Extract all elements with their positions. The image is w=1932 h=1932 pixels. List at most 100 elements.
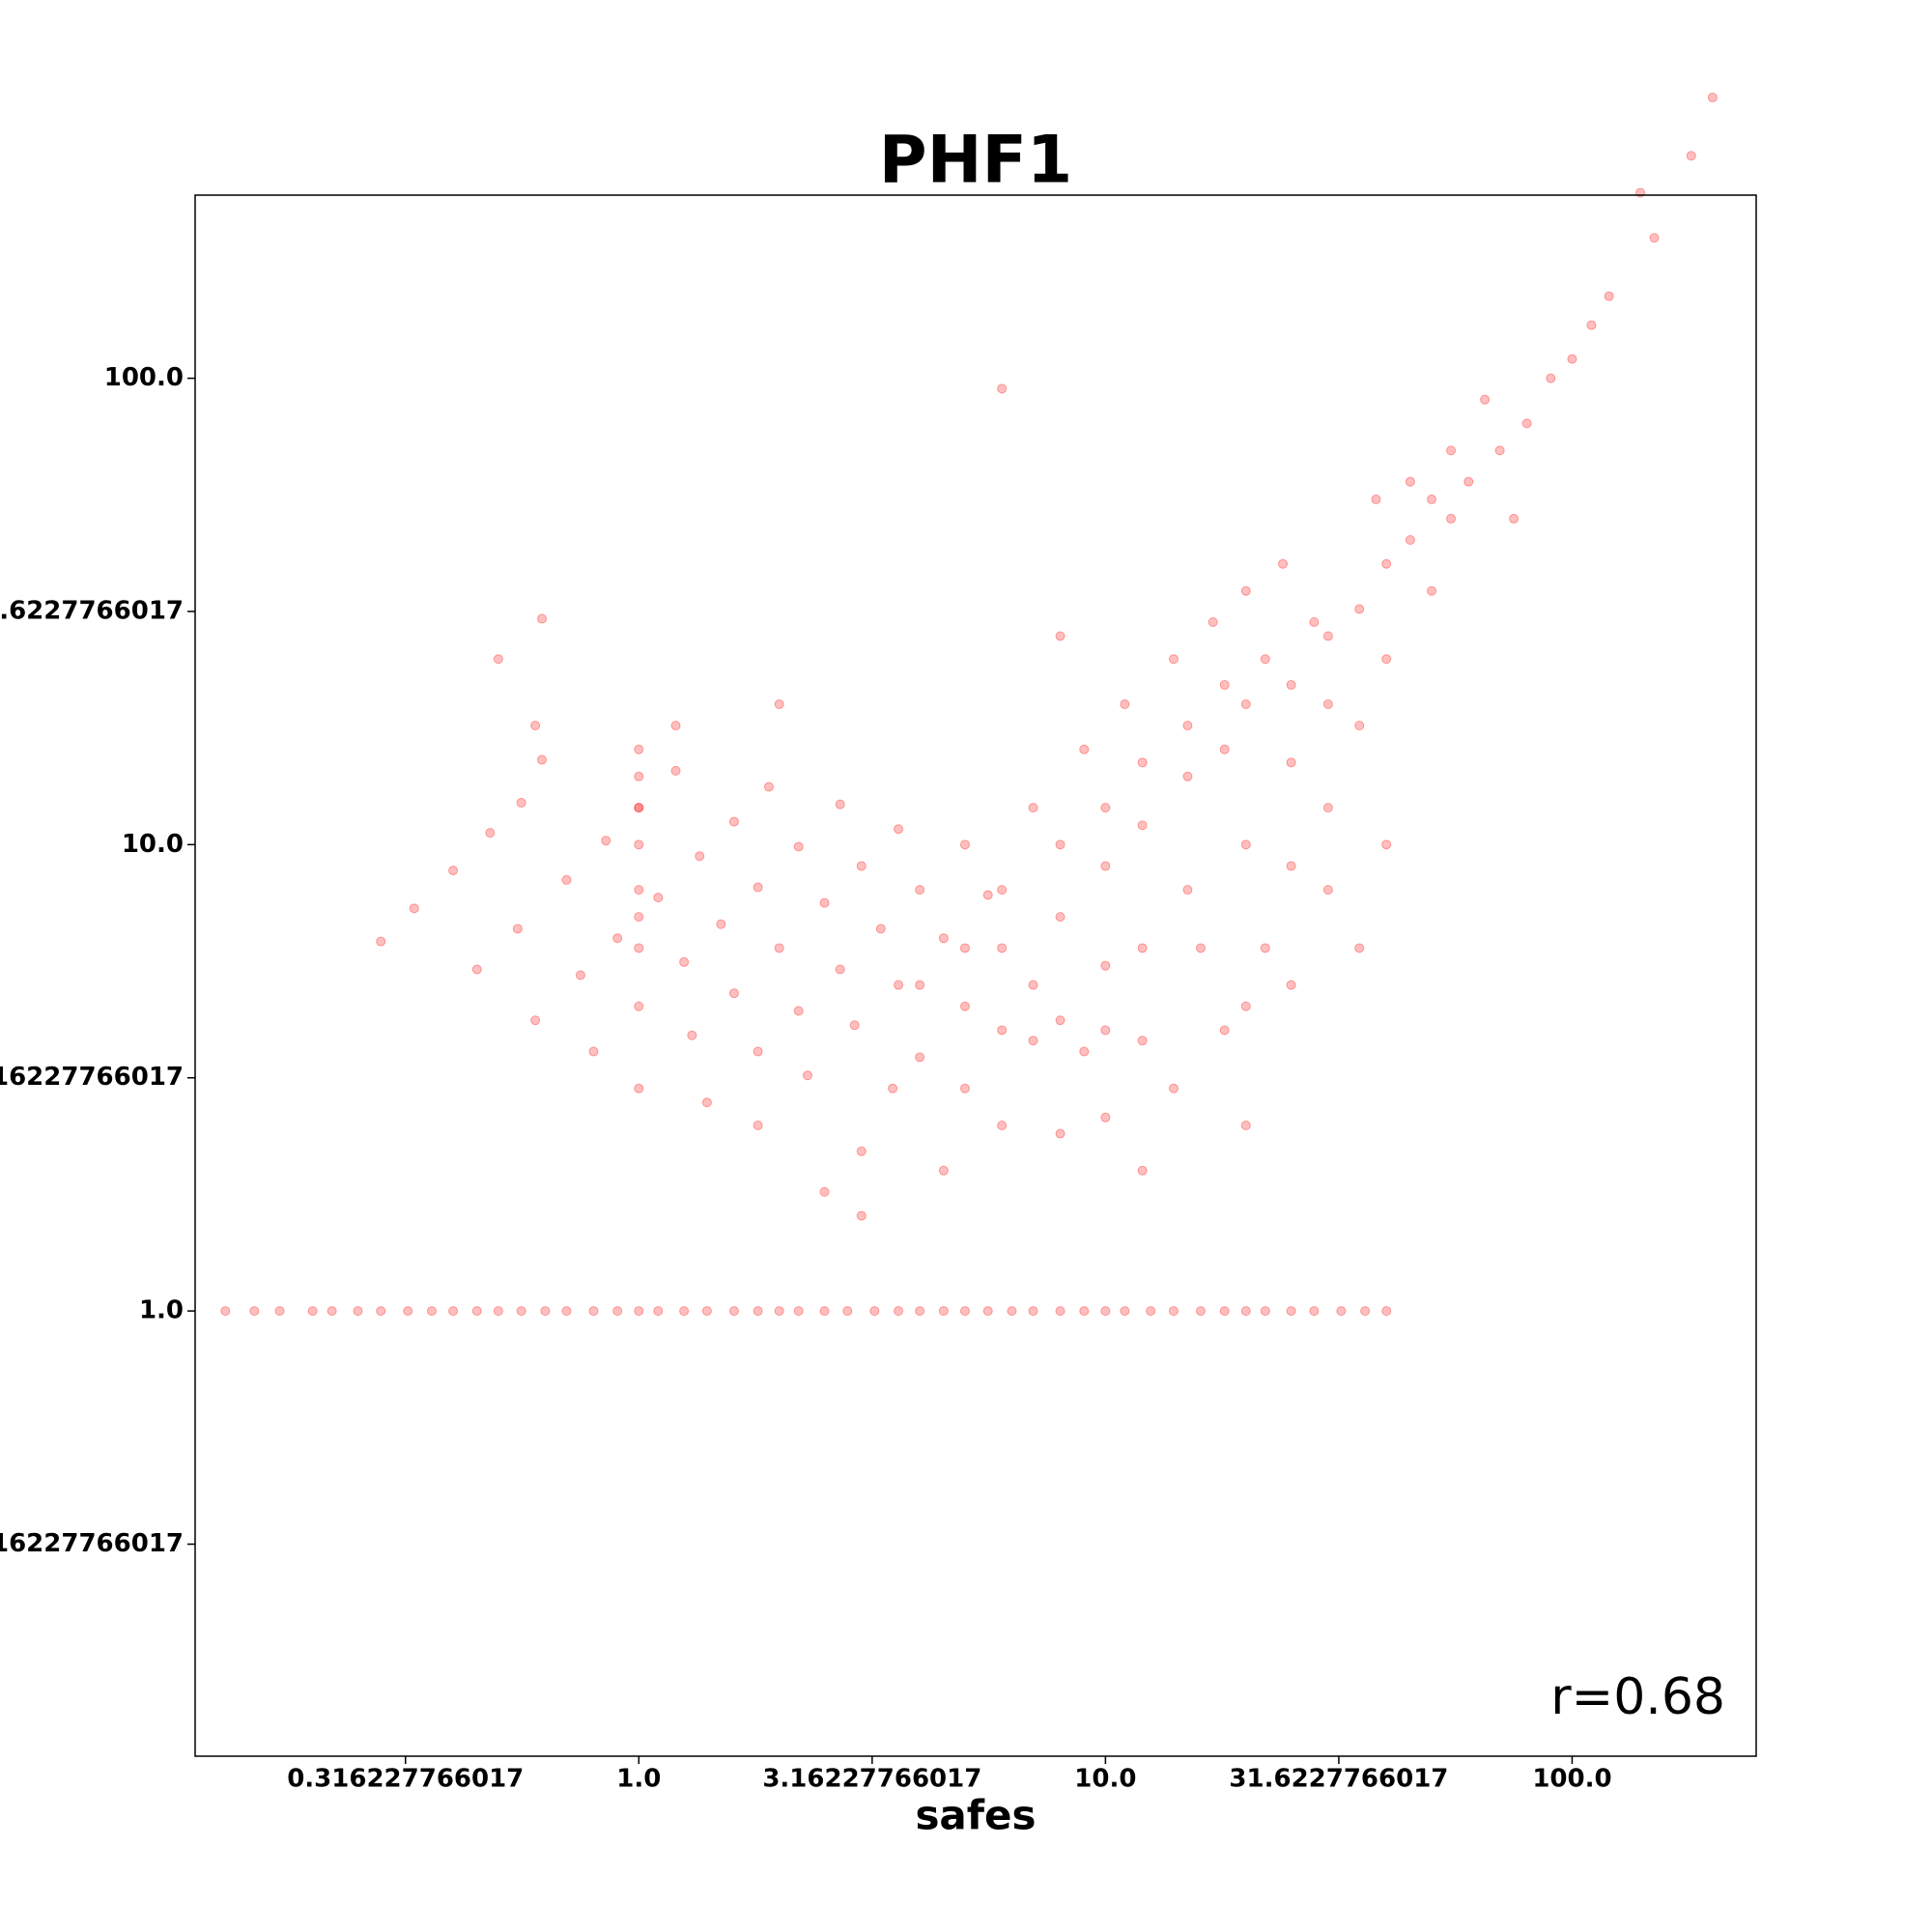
y-tick-label: 31.6227766017 [0,596,184,625]
point [1195,943,1206,953]
point [220,1306,231,1317]
point [634,803,644,813]
point [1286,680,1296,691]
point [819,1306,830,1317]
point [1286,980,1296,990]
x-axis-label: safes [915,1792,1036,1839]
point [959,1001,970,1011]
point [612,1306,623,1317]
point [716,919,726,929]
point [1405,476,1415,487]
point [1240,699,1251,710]
y-tick-label: 0.316227766017 [0,1529,184,1558]
point [1100,1112,1111,1122]
point [849,1020,860,1031]
point [1146,1306,1156,1317]
point [1007,1306,1017,1317]
point [1427,494,1437,504]
point [1480,394,1491,405]
point [1240,1001,1251,1011]
y-tick-label: 1.0 [139,1296,184,1325]
point [959,1306,970,1317]
point [1208,617,1218,628]
point [1195,1306,1206,1317]
point [612,933,623,944]
point [835,964,845,975]
point [1219,1306,1230,1317]
point [561,1306,572,1317]
point [537,754,548,765]
point [1182,771,1193,781]
point [1240,1306,1251,1317]
point [1182,885,1193,895]
point [1100,803,1111,813]
point [894,824,904,835]
point [634,885,644,895]
point [1100,861,1111,871]
point [653,1306,664,1317]
point [634,771,644,781]
point [634,1083,644,1094]
point [1028,1306,1038,1317]
point [959,839,970,850]
point [426,1306,437,1317]
point [493,1306,503,1317]
point [803,1070,813,1081]
point [530,1015,541,1026]
point [1182,721,1193,731]
point [1354,943,1365,953]
point [588,1046,599,1057]
point [997,1025,1008,1036]
point [1055,1015,1065,1026]
point [1028,980,1038,990]
point [1219,680,1230,691]
x-tick-label: 31.6227766017 [1229,1765,1448,1794]
point [485,828,496,838]
point [1055,839,1065,850]
point [634,1001,644,1011]
point [1336,1306,1347,1317]
point [1446,513,1457,524]
point [1055,631,1065,641]
point [540,1306,551,1317]
point [1286,757,1296,768]
point [471,964,482,975]
point [1260,654,1270,665]
point [728,1306,739,1317]
point [376,936,386,947]
point [1649,233,1660,243]
point [915,1052,925,1063]
point [1028,1036,1038,1046]
point [1286,861,1296,871]
point [634,803,644,813]
point [753,882,763,893]
point [856,1146,867,1156]
point [774,699,784,710]
point [1686,151,1696,161]
point [1446,445,1457,456]
point [915,885,925,895]
point [471,1306,482,1317]
point [1055,1306,1065,1317]
point [1371,494,1381,504]
y-tick-label: 3.16227766017 [0,1063,184,1092]
point [634,912,644,923]
x-tick-label: 1.0 [616,1765,661,1794]
point [1322,885,1333,895]
point [1079,744,1090,754]
point [982,1306,993,1317]
point [448,866,459,876]
point [875,923,886,934]
point [249,1306,260,1317]
point [687,1030,697,1040]
point [1707,92,1718,102]
point [1463,476,1474,487]
point [1079,1306,1090,1317]
point [819,897,830,908]
point [516,1306,526,1317]
point [1278,558,1289,569]
point [1079,1046,1090,1057]
point [959,1083,970,1094]
x-tick-label: 0.316227766017 [287,1765,524,1794]
point [997,1121,1008,1131]
